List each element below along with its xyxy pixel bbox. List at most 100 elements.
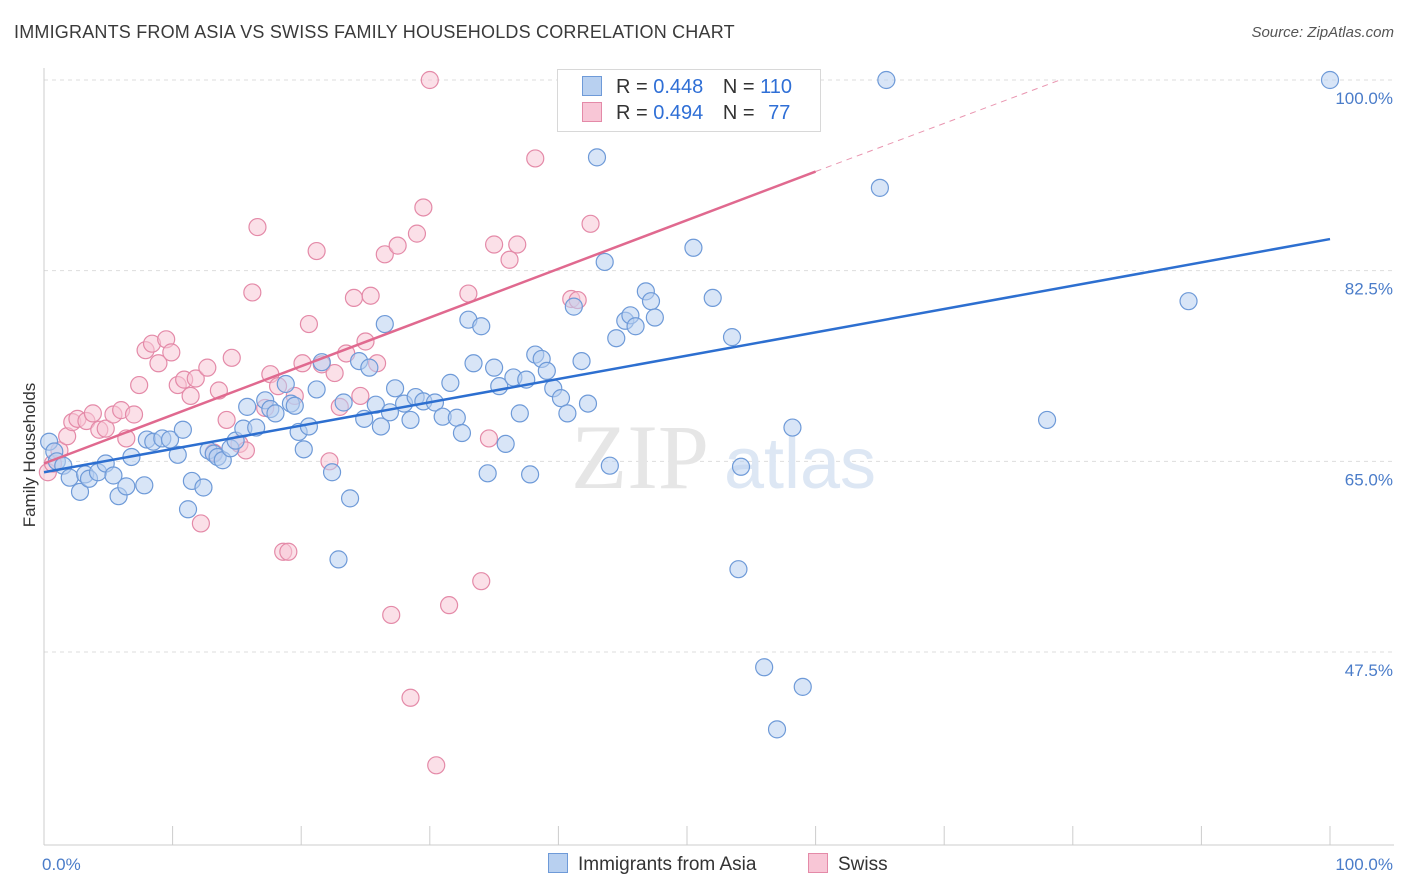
data-point xyxy=(578,394,598,413)
data-point xyxy=(870,178,890,197)
series-legend-swiss[interactable]: Swiss xyxy=(808,853,888,876)
data-point xyxy=(135,476,154,495)
legend-r-value-swiss: 0.494 xyxy=(653,102,704,124)
legend-n-label: N = xyxy=(722,76,755,98)
data-point xyxy=(472,572,491,591)
data-point xyxy=(595,252,614,272)
series-name-swiss: Swiss xyxy=(838,854,888,875)
gridlines xyxy=(44,79,1394,653)
trendline-asia xyxy=(43,237,1331,474)
y-tick-label: 100.0% xyxy=(1335,89,1393,108)
data-point xyxy=(496,434,515,454)
data-point xyxy=(130,375,149,395)
data-point xyxy=(500,250,519,269)
data-point xyxy=(510,404,529,423)
data-point xyxy=(217,410,236,430)
data-point xyxy=(767,720,787,739)
data-point xyxy=(420,70,439,90)
data-point xyxy=(401,688,420,707)
data-point xyxy=(334,393,353,412)
x-tick-label: 100.0% xyxy=(1335,855,1393,874)
data-point xyxy=(191,514,210,533)
data-point xyxy=(626,317,645,336)
data-point xyxy=(793,677,812,696)
trendline-swiss-extension xyxy=(815,79,1061,172)
data-point xyxy=(452,423,472,443)
data-point xyxy=(755,658,774,677)
data-point xyxy=(414,198,433,217)
data-point xyxy=(877,70,896,90)
data-point xyxy=(117,477,136,496)
legend-row-swiss: R = 0.494 N = 77 xyxy=(582,102,790,126)
data-point xyxy=(194,478,213,497)
legend-n-label: N = xyxy=(722,102,755,124)
data-point xyxy=(178,500,198,519)
series-legend: Immigrants from Asia Swiss xyxy=(0,853,1406,877)
legend-n-value-asia: 110 xyxy=(760,76,793,98)
data-point xyxy=(375,245,394,264)
data-point xyxy=(564,297,583,316)
data-point xyxy=(783,418,802,437)
asia-points xyxy=(40,70,1340,739)
data-point xyxy=(243,283,262,302)
series-swatch-asia xyxy=(548,853,568,873)
data-point xyxy=(344,288,364,308)
data-point xyxy=(479,429,499,448)
data-point xyxy=(83,404,102,423)
stats-legend: R = 0.448 N = 110 R = 0.494 N = 77 xyxy=(557,69,821,132)
data-point xyxy=(238,397,257,416)
data-point xyxy=(276,374,295,394)
data-point xyxy=(325,363,344,383)
data-point xyxy=(485,358,504,377)
data-point xyxy=(266,404,285,423)
data-point xyxy=(173,420,192,439)
series-legend-asia[interactable]: Immigrants from Asia xyxy=(548,853,756,876)
data-point xyxy=(371,417,391,436)
data-point xyxy=(181,386,200,406)
legend-row-asia: R = 0.448 N = 110 xyxy=(582,76,792,100)
data-point xyxy=(1037,410,1057,430)
data-point xyxy=(294,440,313,459)
data-point xyxy=(1320,70,1340,90)
data-point xyxy=(537,361,556,381)
data-point xyxy=(340,489,360,508)
data-point xyxy=(104,466,123,485)
watermark: ZIP atlas xyxy=(571,406,876,508)
data-point xyxy=(551,389,571,408)
data-point xyxy=(508,235,527,254)
data-point xyxy=(162,343,181,362)
data-point xyxy=(472,317,491,336)
data-point xyxy=(186,369,205,388)
data-point xyxy=(703,288,722,308)
data-point xyxy=(382,605,401,625)
data-point xyxy=(385,379,405,398)
data-point xyxy=(160,430,180,449)
series-name-asia: Immigrants from Asia xyxy=(578,854,757,875)
data-point xyxy=(641,292,661,311)
data-point xyxy=(485,235,504,254)
data-point xyxy=(464,354,483,373)
axes xyxy=(43,68,1394,846)
data-point xyxy=(124,405,144,424)
watermark-zip: ZIP xyxy=(571,406,709,508)
data-point xyxy=(307,380,326,399)
y-tick-label: 47.5% xyxy=(1345,661,1393,680)
data-point xyxy=(607,329,626,348)
data-point xyxy=(600,456,619,475)
data-point xyxy=(401,410,420,430)
y-tick-label: 82.5% xyxy=(1345,280,1393,299)
data-point xyxy=(684,238,703,257)
trendlines xyxy=(43,79,1331,474)
data-point xyxy=(168,445,187,464)
data-point xyxy=(521,465,540,484)
source-note: Source: ZipAtlas.com xyxy=(1251,24,1394,41)
data-point xyxy=(407,224,427,243)
data-point xyxy=(248,217,267,237)
legend-r-label: R = xyxy=(616,76,648,98)
data-point xyxy=(441,373,460,392)
data-point xyxy=(1179,292,1198,311)
data-point xyxy=(581,214,600,233)
data-point xyxy=(427,756,446,775)
legend-swatch-swiss xyxy=(582,102,602,122)
tick-labels: 47.5% 65.0% 82.5% 100.0% 0.0% 100.0% xyxy=(42,89,1393,874)
